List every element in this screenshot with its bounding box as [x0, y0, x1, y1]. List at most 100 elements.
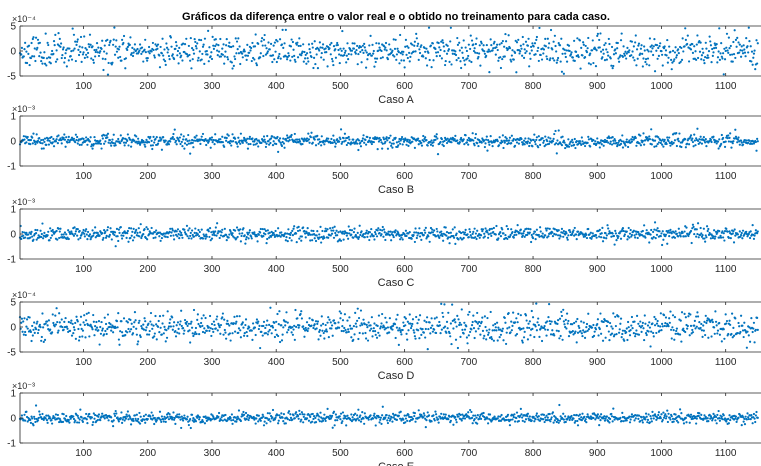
data-point [286, 134, 289, 137]
data-point [547, 46, 550, 49]
data-point [210, 138, 213, 141]
data-point [129, 423, 133, 426]
data-point [103, 134, 106, 137]
data-point [617, 235, 620, 238]
data-point [341, 230, 345, 233]
data-point [641, 139, 644, 143]
data-point [144, 145, 147, 148]
data-point [396, 47, 399, 50]
data-point [281, 333, 284, 336]
data-point [226, 56, 229, 59]
data-point [162, 54, 165, 57]
data-point [617, 60, 621, 63]
data-point [161, 37, 164, 40]
data-point [93, 334, 96, 337]
data-point [25, 50, 28, 53]
data-point [200, 135, 203, 138]
data-point [153, 422, 156, 426]
data-point [172, 325, 175, 328]
data-point [86, 415, 90, 418]
data-point [104, 236, 108, 239]
data-point [60, 139, 63, 142]
data-point [562, 139, 565, 142]
data-point [307, 60, 310, 63]
data-point [438, 324, 442, 327]
data-point [314, 144, 318, 147]
data-point [728, 319, 731, 322]
data-point [637, 333, 641, 336]
data-point [354, 322, 357, 325]
data-point [455, 232, 458, 235]
data-point [83, 56, 86, 59]
data-point [253, 45, 257, 48]
data-point [234, 330, 237, 333]
data-point [661, 64, 664, 67]
data-point [26, 135, 29, 139]
data-point [49, 236, 52, 240]
data-point [189, 234, 192, 238]
data-point [151, 232, 155, 235]
data-point [148, 329, 151, 333]
data-point [132, 51, 135, 54]
data-point [195, 134, 198, 137]
data-point [256, 322, 259, 325]
data-point [607, 227, 610, 230]
data-point [277, 227, 280, 230]
data-point [593, 330, 596, 333]
data-point [678, 231, 681, 234]
data-point [137, 340, 140, 343]
data-point [631, 135, 634, 139]
data-point [152, 48, 155, 52]
data-point [63, 138, 67, 141]
data-point [113, 26, 116, 29]
data-point [247, 143, 250, 146]
data-point [737, 41, 740, 44]
data-point [521, 54, 524, 57]
data-point [291, 326, 294, 329]
data-point [619, 322, 622, 325]
data-point [361, 137, 364, 140]
data-point [474, 236, 477, 239]
data-point [322, 58, 325, 61]
data-point [738, 325, 741, 328]
data-point [734, 128, 737, 131]
data-point [670, 68, 673, 71]
data-point [447, 48, 451, 51]
data-point [50, 135, 53, 139]
data-point [517, 312, 520, 315]
data-point [583, 235, 587, 238]
data-point [34, 143, 37, 146]
data-point [686, 324, 689, 328]
data-point [606, 224, 609, 227]
data-point [530, 240, 533, 244]
data-point [386, 326, 390, 329]
data-point [618, 328, 621, 331]
data-point [756, 62, 759, 65]
data-point [316, 67, 320, 70]
data-point [355, 325, 358, 328]
data-point [513, 233, 516, 237]
data-point [571, 56, 574, 59]
y-tick-label: -1 [7, 255, 16, 266]
data-point [31, 37, 34, 41]
data-point [305, 321, 309, 324]
data-point [330, 327, 333, 330]
data-point [614, 232, 617, 235]
data-point [528, 52, 531, 55]
data-point [634, 34, 637, 37]
data-point [508, 326, 511, 329]
data-point [523, 235, 526, 238]
data-point [460, 308, 463, 311]
data-point [58, 37, 61, 41]
data-point [528, 141, 531, 144]
data-point [138, 231, 142, 234]
data-point [488, 227, 492, 231]
data-point [386, 139, 389, 142]
data-point [677, 48, 680, 51]
subplot-4: 100 200 300 400 500 600 700 800 900 1000 1100-505×… [7, 290, 761, 382]
data-point [348, 316, 351, 319]
data-point [753, 234, 756, 237]
data-point [225, 139, 228, 142]
data-point [167, 48, 170, 51]
data-point [635, 48, 639, 51]
